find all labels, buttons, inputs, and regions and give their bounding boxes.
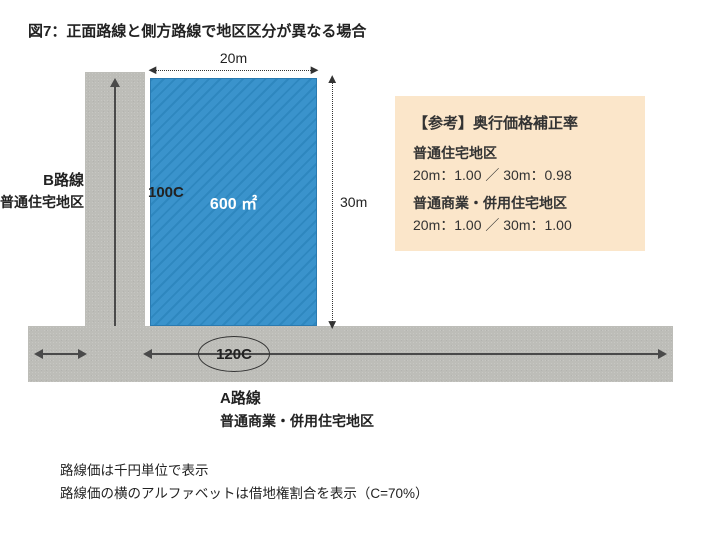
figure-wrapper: 図7：正面路線と側方路線で地区区分が異なる場合 600 ㎡ ◄► 20m ◄► … [0,0,701,533]
route-b-label: B路線 [28,170,84,193]
reference-row2-district: 普通商業・併用住宅地区 [413,193,627,213]
dim-width-label: 20m [150,50,317,66]
footnote-2: 路線価の横のアルファベットは借地権割合を表示（C=70%） [60,483,429,506]
route-a-price: 120C [216,346,252,363]
reference-box: 【参考】奥行価格補正率 普通住宅地区 20m：1.00 ／ 30m：0.98 普… [395,96,645,251]
footnotes: 路線価は千円単位で表示 路線価の横のアルファベットは借地権割合を表示（C=70%… [60,460,429,506]
route-b-price: 100C [148,182,184,205]
dim-width: ◄► 20m [150,62,317,78]
route-a-line2: 普通商業・併用住宅地区 [220,411,374,432]
road-horizontal [28,326,673,382]
dim-depth-label: 30m [340,194,367,210]
route-b-district: 普通住宅地区 [0,192,84,213]
reference-row2-values: 20m：1.00 ／ 30m：1.00 [413,215,627,235]
parcel-area-label: 600 ㎡ [210,190,257,214]
reference-row1-district: 普通住宅地区 [413,143,627,163]
route-a-price-ellipse: 120C [198,336,270,372]
reference-title: 【参考】奥行価格補正率 [413,112,627,133]
route-a-line1: A路線 [220,388,374,411]
route-a-label: A路線 普通商業・併用住宅地区 [220,388,374,432]
dim-depth: ◄► 30m [324,78,340,326]
reference-row1-values: 20m：1.00 ／ 30m：0.98 [413,165,627,185]
figure-title: 図7：正面路線と側方路線で地区区分が異なる場合 [28,20,366,41]
route-b-line2: 普通住宅地区 [0,192,84,213]
footnote-1: 路線価は千円単位で表示 [60,460,429,483]
route-b-line1: B路線 [28,170,84,193]
